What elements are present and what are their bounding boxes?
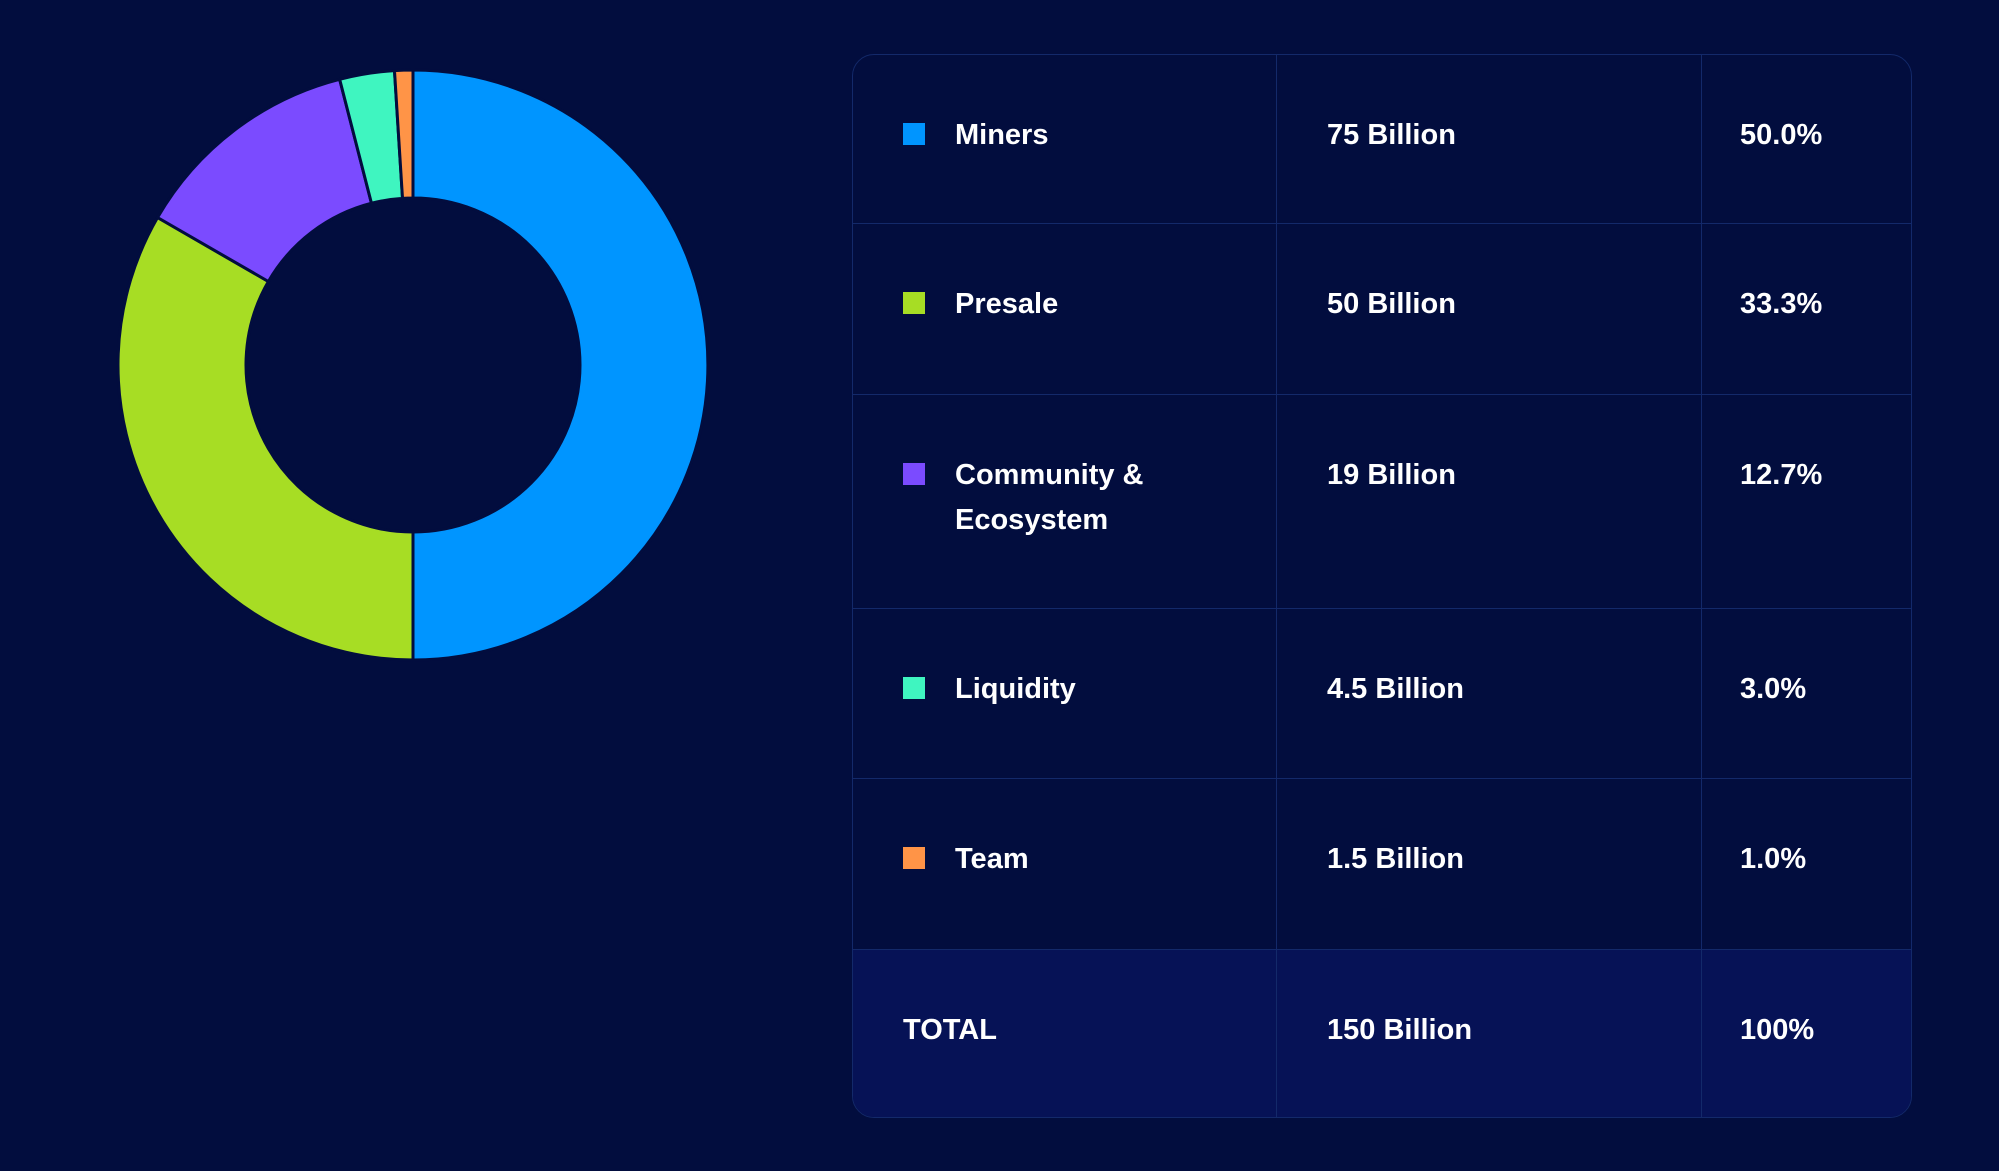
donut-slice-miners [411, 68, 710, 662]
donut-slice-presale [116, 215, 415, 662]
row-label: Team [955, 843, 1029, 875]
row-amount: 4.5 Billion [1277, 609, 1702, 778]
row-label: Presale [955, 288, 1059, 320]
donut-slice-team [392, 68, 415, 200]
legend-swatch-miners [903, 123, 925, 145]
row-amount: 19 Billion [1277, 395, 1702, 608]
legend-swatch-presale [903, 292, 925, 314]
row-percent: 12.7% [1740, 459, 1823, 491]
table-row: Liquidity 4.5 Billion 3.0% [853, 609, 1911, 779]
legend-swatch-community [903, 463, 925, 485]
row-percent: 3.0% [1740, 673, 1807, 705]
row-percent: 50.0% [1740, 119, 1823, 151]
row-percent: 33.3% [1740, 288, 1823, 320]
row-amount: 75 Billion [1277, 55, 1702, 223]
row-label: Liquidity [955, 673, 1076, 705]
total-row: TOTAL 150 Billion 100% [853, 950, 1911, 1117]
total-percent: 100% [1740, 1014, 1815, 1046]
table-row: Presale 50 Billion 33.3% [853, 224, 1911, 395]
total-label: TOTAL [853, 950, 1277, 1117]
row-amount: 50 Billion [1277, 224, 1702, 394]
legend-swatch-team [903, 847, 925, 869]
row-percent: 1.0% [1740, 843, 1807, 875]
table-row: Team 1.5 Billion 1.0% [853, 779, 1911, 950]
donut-chart [116, 68, 710, 662]
row-label: Community & Ecosystem [955, 459, 1144, 536]
allocation-table: Miners 75 Billion 50.0% Presale 50 Billi… [852, 54, 1912, 1118]
legend-swatch-liquidity [903, 677, 925, 699]
total-amount: 150 Billion [1277, 950, 1702, 1117]
row-label: Miners [955, 119, 1049, 151]
table-row: Community & Ecosystem 19 Billion 12.7% [853, 395, 1911, 609]
table-row: Miners 75 Billion 50.0% [853, 55, 1911, 224]
row-amount: 1.5 Billion [1277, 779, 1702, 949]
